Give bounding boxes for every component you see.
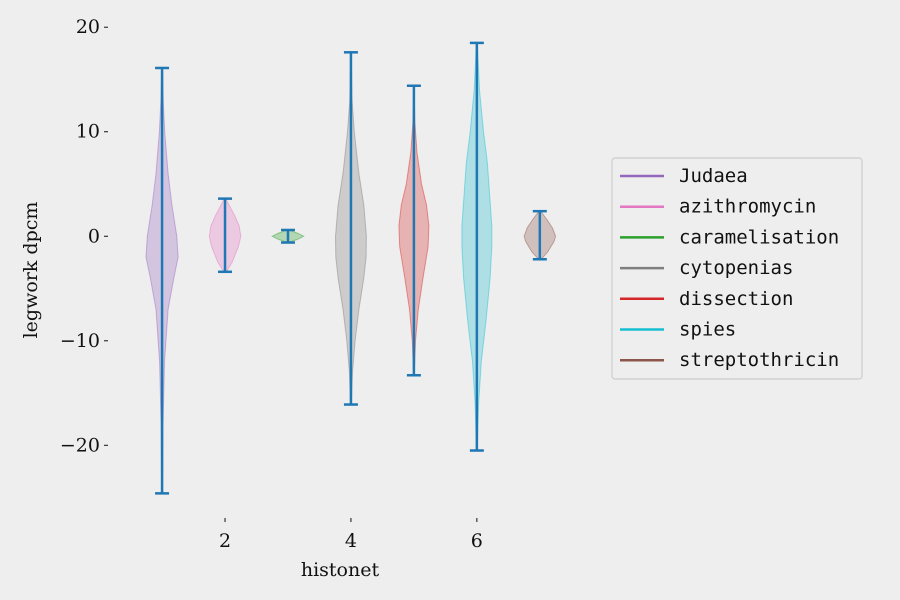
legend-label-spies: spies bbox=[679, 319, 736, 341]
y-axis: −20 −10 0 10 20 legwork dpcm bbox=[20, 16, 108, 456]
x-tick-label: 6 bbox=[471, 530, 483, 552]
violin-stat-lines bbox=[155, 41, 547, 495]
x-axis: 2 4 6 histonet bbox=[219, 518, 483, 581]
y-tick-label: 10 bbox=[76, 121, 100, 143]
y-tick-label: 0 bbox=[88, 225, 100, 247]
x-tick-label: 2 bbox=[219, 530, 231, 552]
x-axis-label: histonet bbox=[301, 559, 380, 581]
legend-label-dissection: dissection bbox=[679, 288, 793, 310]
legend-label-azithromycin: azithromycin bbox=[679, 196, 816, 218]
y-tick-label: −20 bbox=[60, 434, 100, 456]
legend-label-Judaea: Judaea bbox=[679, 165, 748, 187]
y-tick-label: 20 bbox=[76, 16, 100, 38]
legend-label-caramelisation: caramelisation bbox=[679, 226, 839, 248]
x-tick-label: 4 bbox=[345, 530, 357, 552]
legend-box bbox=[611, 157, 863, 380]
legend: Judaea azithromycin caramelisation cytopeni… bbox=[611, 157, 863, 380]
y-axis-label: legwork dpcm bbox=[20, 202, 42, 339]
legend-label-streptothricin: streptothricin bbox=[679, 349, 839, 371]
legend-label-cytopenias: cytopenias bbox=[679, 257, 793, 279]
y-tick-label: −10 bbox=[60, 330, 100, 352]
